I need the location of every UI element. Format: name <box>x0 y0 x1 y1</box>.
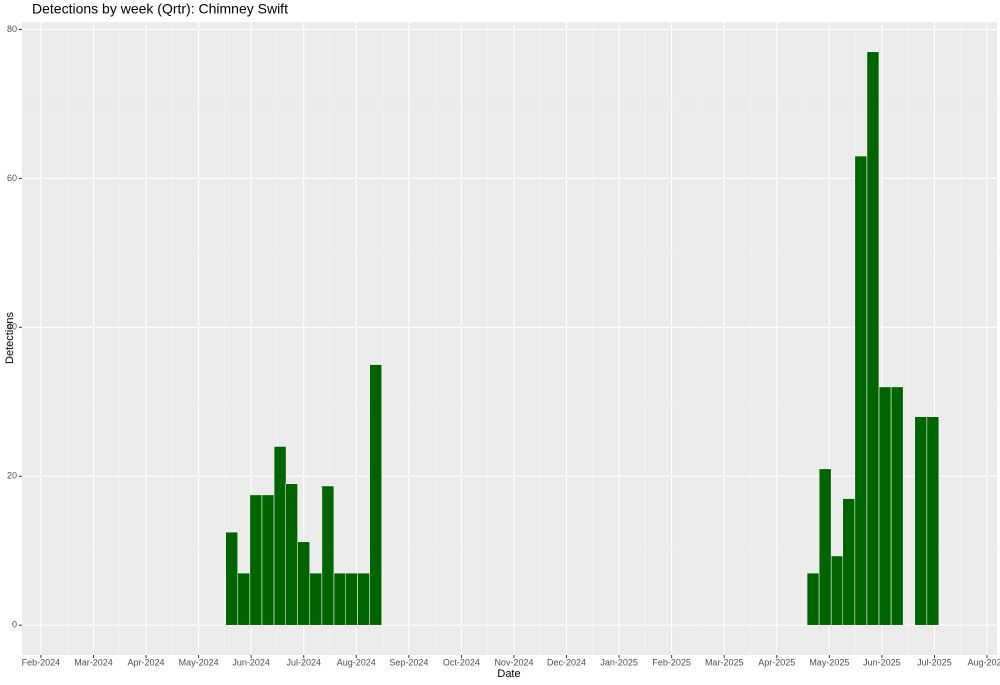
plot-panel <box>22 22 997 655</box>
y-tick-label: 20 <box>7 471 17 481</box>
bar <box>297 541 310 626</box>
x-tick-label: Jul-2024 <box>286 657 321 667</box>
bar <box>333 572 347 626</box>
x-tick-label: Aug-2024 <box>337 657 376 667</box>
y-axis-title: Detections <box>4 312 16 364</box>
x-tick-label: Apr-2024 <box>128 657 165 667</box>
y-tick-label: 80 <box>7 24 17 34</box>
x-tick-label: Feb-2024 <box>22 657 61 667</box>
x-axis-title: Date <box>497 668 520 680</box>
bar <box>321 485 335 626</box>
bar <box>866 51 880 626</box>
bar <box>309 572 323 626</box>
bar <box>842 498 856 626</box>
bar <box>806 572 820 626</box>
x-tick-label: Mar-2025 <box>705 657 744 667</box>
x-tick-label: Oct-2024 <box>443 657 480 667</box>
bar <box>369 364 382 626</box>
x-tick-label: Sep-2024 <box>389 657 428 667</box>
x-tick-label: Aug-2025 <box>967 657 1000 667</box>
x-tick-label: Apr-2025 <box>758 657 795 667</box>
bar <box>854 155 868 626</box>
bar <box>357 572 370 626</box>
x-tick-label: Jul-2025 <box>917 657 952 667</box>
x-tick-label: May-2025 <box>809 657 849 667</box>
chart-title: Detections by week (Qrtr): Chimney Swift <box>32 1 288 17</box>
y-tick-label: 60 <box>7 173 17 183</box>
bar <box>249 494 263 626</box>
bar <box>818 468 832 626</box>
x-tick-label: Dec-2024 <box>547 657 586 667</box>
bar <box>273 446 287 626</box>
x-tick-label: Jan-2025 <box>600 657 638 667</box>
bar <box>878 386 892 626</box>
bar <box>890 386 904 626</box>
x-tick-label: May-2024 <box>179 657 219 667</box>
bar <box>926 416 940 626</box>
x-tick-label: Nov-2024 <box>494 657 533 667</box>
y-tick-label: 0 <box>12 620 17 630</box>
bar <box>225 531 238 626</box>
bar <box>830 555 844 626</box>
bar <box>285 483 298 626</box>
y-tick-label: 40 <box>7 322 17 332</box>
bar <box>914 416 928 626</box>
x-tick-label: Jun-2024 <box>232 657 270 667</box>
x-tick-label: Jun-2025 <box>863 657 901 667</box>
bar <box>237 572 251 626</box>
bar <box>261 494 275 626</box>
x-tick-label: Feb-2025 <box>652 657 691 667</box>
x-tick-label: Mar-2024 <box>74 657 113 667</box>
bar <box>345 572 358 626</box>
